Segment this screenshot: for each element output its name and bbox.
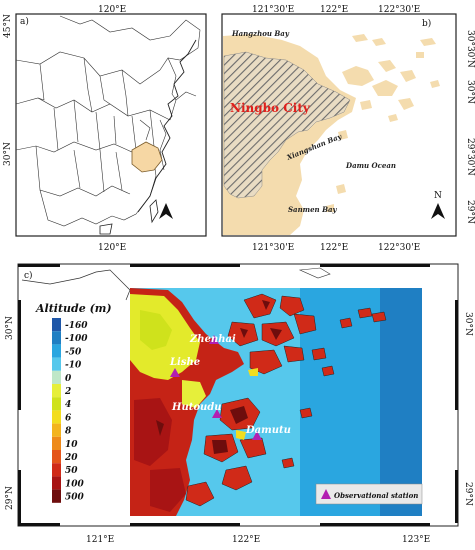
- legend-swatch-label: -50: [65, 347, 82, 357]
- legend-swatch-label: 10: [65, 440, 78, 450]
- station-label-lishe: Lishe: [169, 357, 200, 368]
- station-legend: Observational station: [315, 483, 423, 505]
- panel-b-top-lon-1: 121°30'E: [252, 5, 294, 15]
- sanmen-bay-label: Sanmen Bay: [288, 205, 338, 214]
- legend-swatch-label: 8: [65, 427, 72, 437]
- legend-swatch: [52, 410, 61, 424]
- station-label-damutu: Damutu: [245, 425, 291, 436]
- legend-swatch: [52, 436, 61, 450]
- station-marker-hutoudu: [212, 409, 222, 418]
- panel-b-bottom-lon-1: 121°30'E: [252, 243, 294, 253]
- panel-b-bottom-lon-3: 122°30'E: [378, 243, 420, 253]
- panel-c-left-lat-2: 29°N: [5, 486, 15, 510]
- damu-ocean-label: Damu Ocean: [345, 161, 396, 170]
- legend-swatch: [52, 463, 61, 477]
- panel-b-north-label: N: [434, 191, 442, 201]
- legend-swatch: [52, 331, 61, 345]
- legend-swatch-label: 20: [64, 453, 78, 463]
- panel-b-bottom-lon-2: 122°E: [320, 243, 348, 253]
- panel-a-top-lon: 120°E: [98, 5, 126, 15]
- legend-swatch-label: 2: [64, 387, 71, 397]
- legend-swatch: [52, 476, 61, 490]
- legend-swatch: [52, 357, 61, 371]
- legend-swatch: [52, 489, 61, 503]
- legend-swatch: [52, 318, 61, 332]
- legend-swatch: [52, 344, 61, 358]
- station-markers: [170, 335, 262, 440]
- station-label-hutoudu: Hutoudu: [171, 402, 222, 413]
- panel-c-left-lat-1: 30°N: [5, 316, 15, 340]
- panel-b-top-lon-3: 122°30'E: [378, 5, 420, 15]
- hangzhou-bay-label: Hangzhou Bay: [231, 29, 290, 38]
- panel-b-top-lon-2: 122°E: [320, 5, 348, 15]
- legend-swatch: [52, 450, 61, 464]
- panel-b-right-lat-1: 30°30'N: [465, 30, 475, 68]
- panel-a-china-map: [15, 13, 207, 237]
- panel-a-lat-mid: 30°N: [3, 142, 13, 166]
- panel-c-right-lat-1: 30°N: [463, 312, 473, 336]
- altitude-legend: Altitude (m) -160-100-50-100246810205010…: [35, 302, 112, 503]
- legend-swatch-label: 4: [65, 400, 71, 410]
- panel-b-label: b): [422, 18, 431, 29]
- panel-b-right-lat-3: 29°30'N: [465, 138, 475, 176]
- legend-title: Altitude (m): [35, 302, 112, 315]
- panel-b-right-lat-4: 29°N: [465, 200, 475, 224]
- panel-c-bottom-lon-1: 121°E: [86, 535, 114, 545]
- legend-swatch-label: 6: [65, 413, 72, 423]
- panel-c-bottom-lon-3: 123°E: [402, 535, 430, 545]
- station-marker-damutu: [252, 431, 262, 440]
- legend-swatch-label: 500: [65, 493, 85, 503]
- legend-swatch-label: -160: [65, 321, 88, 331]
- panel-a-label: a): [20, 16, 29, 27]
- legend-swatch-label: 100: [65, 479, 85, 489]
- station-legend-marker: [321, 489, 331, 499]
- station-label-zhenhai: Zhenhai: [189, 334, 236, 345]
- legend-swatch-label: 0: [65, 374, 72, 384]
- legend-swatch: [52, 370, 61, 384]
- panel-c-altitude-map: [17, 263, 459, 527]
- station-legend-label: Observational station: [334, 491, 418, 500]
- legend-swatch: [52, 384, 61, 398]
- legend-swatch-label: -100: [65, 334, 88, 344]
- panel-b-right-lat-2: 30°N: [465, 80, 475, 104]
- panel-c-right-lat-2: 29°N: [463, 482, 473, 506]
- legend-swatch: [52, 423, 61, 437]
- panel-c-bottom-lon-2: 122°E: [232, 535, 260, 545]
- station-marker-lishe: [170, 368, 180, 377]
- panel-a-bottom-lon: 120°E: [98, 243, 126, 253]
- legend-swatch-label: 50: [65, 466, 78, 476]
- legend-swatch-label: -10: [65, 361, 82, 371]
- ningbo-city-label: Ningbo City: [230, 101, 311, 115]
- station-marker-zhenhai: [209, 335, 219, 344]
- panel-c-label: c): [24, 270, 33, 281]
- legend-swatch: [52, 397, 61, 411]
- panel-b-ningbo-map: [221, 13, 457, 237]
- panel-a-lat-top: 45°N: [3, 14, 13, 38]
